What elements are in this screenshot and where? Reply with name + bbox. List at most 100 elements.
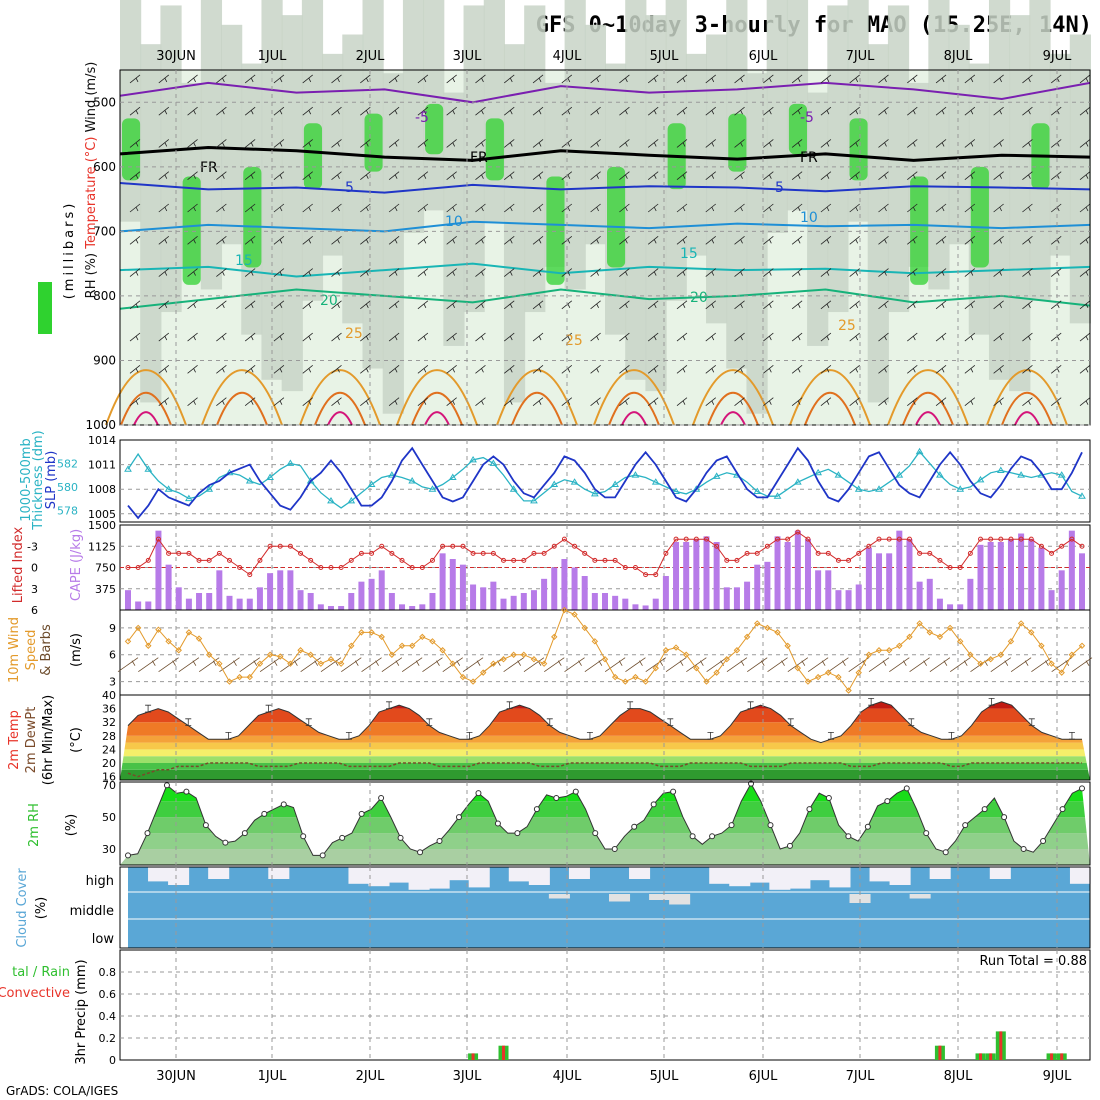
cape-bar [1038, 547, 1045, 610]
lifted-index-marker [237, 565, 243, 570]
wind-barb-19-3 [676, 171, 688, 181]
cape-bar [591, 593, 598, 610]
wind-barb-29-8 [964, 332, 976, 342]
wind-barb-1-7 [158, 300, 170, 310]
rh-marker [1001, 814, 1008, 821]
isotherm-5 [119, 288, 1091, 310]
temp-axis-label-a: 2m Temp [7, 710, 22, 770]
wind-speed-marker [662, 647, 670, 654]
wind-barb-17-5 [619, 235, 630, 245]
lifted-index-marker [338, 565, 344, 570]
wind-barb-22-9 [763, 365, 774, 374]
wind-barb-18-9 [647, 365, 659, 374]
wind-speed-marker [337, 660, 345, 667]
wind-barb-16-1 [590, 106, 601, 116]
wind-barb-18-6 [647, 268, 659, 277]
wind-barb-26-0 [878, 74, 889, 84]
temp-tick-label: 36 [102, 703, 116, 716]
rh-grey-band-2 [160, 5, 182, 313]
wind-barb-19-9 [676, 365, 688, 374]
thickness-marker [753, 487, 762, 495]
precip-axis-label: 3hr Precip (mm) [74, 959, 89, 1064]
cape-bar [175, 587, 182, 610]
wind-barb-29-5 [964, 235, 976, 245]
rh-band-1 [120, 833, 1090, 850]
wind-barb-32-9 [1050, 365, 1062, 374]
rh-band-0 [120, 849, 1090, 865]
temp-minmax-bar [787, 718, 794, 726]
wind-barb-1-2 [158, 139, 170, 148]
lifted-index-marker [734, 557, 740, 563]
temp-minmax-bar [586, 732, 593, 740]
wind-barb-12-2 [475, 139, 486, 148]
wind-barb-2-0 [187, 74, 198, 84]
wind-barb-25-8 [849, 332, 860, 342]
wind-barb-9-5 [388, 235, 400, 245]
wind-barb-1-1 [158, 106, 170, 116]
cape-bar [865, 547, 872, 610]
pressure-tick-label: 500 [93, 95, 116, 109]
rh-green-patch-15 [425, 103, 444, 155]
lifted-index-marker [592, 557, 598, 563]
isotherm-35-dome-2 [327, 411, 353, 426]
thickness-marker [530, 496, 538, 504]
bottom-date-label: 7JUL [846, 1069, 876, 1084]
wind-barb-5-0 [273, 74, 285, 84]
rh-marker [825, 794, 832, 801]
wind-barb-2-10 [187, 397, 198, 406]
pressure-tick-label: 800 [93, 289, 116, 303]
wind-barb-4-6 [244, 268, 256, 277]
cape-bar [855, 584, 862, 610]
wind-barb-2-2 [187, 139, 198, 148]
wind-barb-7-2 [331, 139, 342, 148]
rh-grey-band-43 [988, 0, 1011, 380]
isotherm-30-dome-5 [608, 391, 660, 426]
cloud-level-low: low [92, 932, 115, 947]
wind-barb-24-1 [820, 106, 832, 116]
wind-barb-24-9 [820, 365, 832, 374]
wind-barb-6-7 [302, 300, 313, 310]
wind-barb-24-7 [820, 300, 832, 310]
wind-barb-29-2 [964, 139, 976, 148]
wind-barb-31-3 [1022, 171, 1033, 181]
wind-barb-21-4 [734, 203, 745, 213]
wind-barb-5-5 [273, 235, 285, 245]
wind-barb-20-4 [705, 203, 717, 213]
temp-minmax-bar [345, 732, 352, 740]
rh-marker [1059, 806, 1066, 813]
wind-barb-7-8 [331, 332, 342, 342]
rh-marker [572, 788, 579, 795]
wind-barb-33-3 [1079, 171, 1091, 181]
wind-speed-marker [622, 678, 629, 685]
wind-speed-marker [195, 635, 203, 642]
wind-barb-10-0 [417, 74, 429, 84]
thickness-marker [327, 496, 335, 504]
thickness-tick-label: 582 [57, 457, 78, 470]
wind-barb-4-9 [244, 365, 256, 374]
cape-bar [399, 604, 406, 610]
temp-minmax-bar [265, 704, 272, 713]
lifted-index-marker [561, 536, 567, 542]
wind-barb-9-6 [388, 268, 400, 277]
wind-barb-13-5 [503, 235, 515, 245]
wind-speed-line [127, 609, 1083, 692]
wind-barb-23-3 [791, 171, 803, 181]
lifted-index-marker [775, 536, 781, 542]
wind-barb-27-6 [907, 268, 918, 277]
wind-barb-0-10 [129, 397, 141, 406]
precip-frame [119, 949, 1091, 1061]
lifted-index-marker [764, 543, 770, 549]
wind-speed-marker [835, 673, 842, 681]
wind-barb-10-3 [417, 171, 429, 181]
wind-barb-0-4 [129, 203, 141, 213]
temp-minmax-bar [948, 732, 955, 740]
wind-barb-13-6 [503, 268, 515, 277]
lifted-index-marker [906, 536, 912, 542]
rh-marker [280, 801, 287, 808]
lifted-index-marker [470, 550, 476, 556]
rh-line [127, 782, 1083, 856]
temp-band-6 [120, 722, 1090, 736]
cape-bar [317, 604, 324, 610]
cloud-frame [119, 866, 1091, 949]
